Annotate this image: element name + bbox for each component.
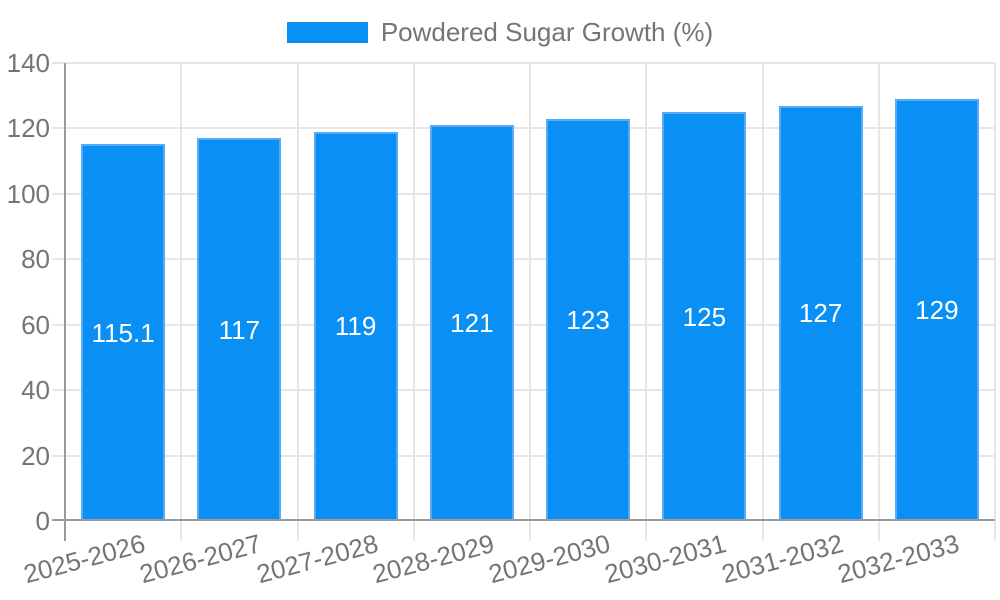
bar-value-label: 127 (798, 298, 843, 329)
bar-2025-2026[interactable] (81, 144, 166, 521)
y-axis-tick-label: 100 (6, 178, 50, 209)
y-axis-tick-label: 80 (21, 244, 50, 275)
bar-value-label: 117 (218, 314, 261, 345)
bar-2026-2027[interactable] (197, 138, 282, 521)
gridline-horizontal (52, 389, 995, 392)
gridline-vertical (412, 63, 415, 541)
gridline-horizontal (52, 62, 995, 64)
y-axis-tick-label: 120 (6, 113, 50, 144)
bar-value-label: 125 (682, 301, 727, 332)
bar-2031-2032[interactable] (778, 105, 863, 521)
gridline-vertical (877, 63, 880, 541)
y-axis-tick-label: 20 (21, 440, 50, 471)
legend-item[interactable]: Powdered Sugar Growth (%) (286, 17, 714, 47)
plot-area: 115.1 117 119 121 123 125 127 129 (52, 62, 996, 541)
y-axis-tick-label: 140 (6, 48, 50, 78)
bar-2029-2030[interactable] (546, 118, 631, 521)
bar-value-label: 119 (334, 311, 377, 342)
bar-value-label: 115.1 (91, 317, 155, 348)
legend-swatch (286, 21, 368, 43)
legend-label: Powdered Sugar Growth (%) (380, 17, 714, 47)
bar-2028-2029[interactable] (429, 125, 514, 521)
legend: Powdered Sugar Growth (%) (0, 19, 1000, 45)
gridline-vertical (645, 63, 648, 541)
bar-2027-2028[interactable] (313, 131, 398, 521)
y-axis-tick-label: 0 (35, 506, 50, 536)
bar-value-label: 129 (915, 294, 959, 325)
bar-value-label: 121 (450, 308, 494, 339)
y-axis-tick-label: 40 (21, 375, 50, 406)
gridline-horizontal (52, 323, 995, 326)
bar-2032-2033[interactable] (894, 99, 979, 521)
gridline-horizontal (52, 258, 995, 261)
bar-value-label: 123 (566, 304, 610, 335)
gridline-horizontal (52, 454, 995, 457)
gridline-vertical (180, 63, 183, 541)
gridline-horizontal (52, 192, 995, 195)
bar-2030-2031[interactable] (662, 112, 747, 521)
gridline-vertical (529, 63, 531, 541)
gridline-vertical (994, 63, 996, 541)
gridline-vertical (761, 63, 764, 541)
gridline-horizontal (52, 127, 995, 130)
y-axis-line (64, 63, 66, 541)
x-axis-line (52, 519, 995, 521)
gridline-vertical (296, 63, 299, 541)
y-axis-tick-label: 60 (21, 309, 50, 340)
